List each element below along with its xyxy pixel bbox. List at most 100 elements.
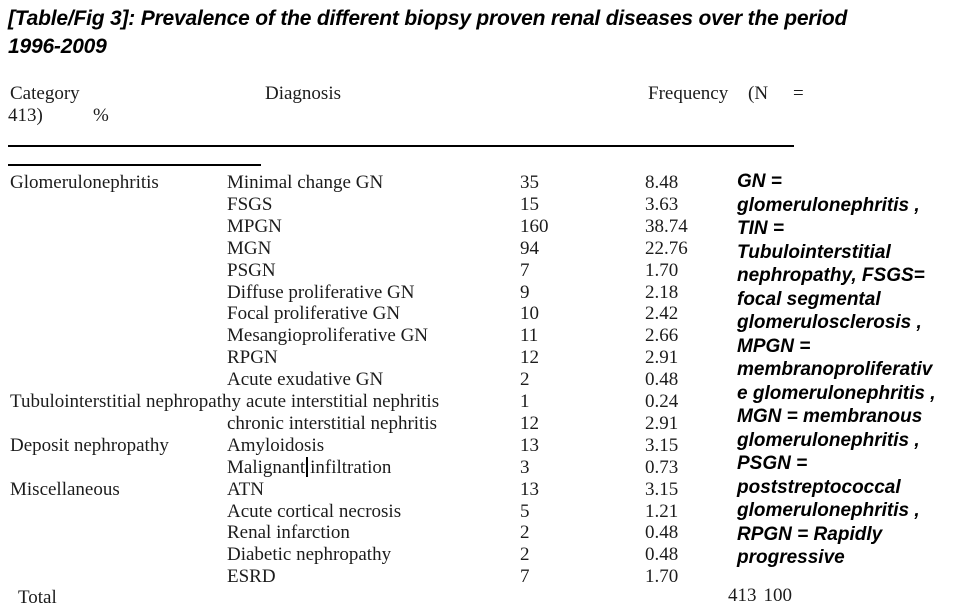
diagnosis-cell: Diffuse proliferative GN — [227, 282, 415, 303]
frequency-cell: 2 — [520, 369, 530, 390]
frequency-cell: 13 — [520, 479, 539, 500]
header-frequency: Frequency — [648, 83, 729, 104]
abbreviation-note-line: glomerulosclerosis , — [737, 312, 922, 333]
percent-cell: 2.91 — [645, 347, 679, 368]
diagnosis-cell: FSGS — [227, 194, 273, 215]
diagnosis-cell: ESRD — [227, 566, 276, 587]
frequency-cell: 1 — [520, 391, 530, 412]
abbreviation-note-line: focal segmental — [737, 288, 881, 310]
percent-cell: 8.48 — [645, 172, 679, 193]
percent-cell: 0.48 — [645, 522, 679, 543]
frequency-cell: 3 — [520, 457, 530, 478]
table-row: Malignant infiltration 3 0.73 — [0, 457, 820, 479]
abbreviation-note-line: MGN = membranous — [737, 406, 923, 427]
diagnosis-cell: Amyloidosis — [227, 435, 325, 456]
abbreviation-note-line: Tubulointerstitial — [737, 241, 891, 263]
abbreviation-note-line: TIN = — [737, 218, 784, 239]
diagnosis-cell: Acute exudative GN — [227, 369, 384, 390]
percent-cell: 3.63 — [645, 194, 679, 215]
table-row: ESRD 7 1.70 — [0, 566, 820, 588]
category-cell: Glomerulonephritis — [10, 172, 159, 193]
table-row: Miscellaneous ATN 13 3.15 — [0, 479, 820, 501]
diagnosis-cell: Acute cortical necrosis — [227, 501, 402, 522]
abbreviation-note-line: e glomerulonephritis , — [737, 382, 936, 404]
category-cell: Miscellaneous — [10, 479, 120, 500]
table-row: PSGN 7 1.70 — [0, 260, 820, 282]
frequency-cell: 7 — [520, 566, 530, 587]
percent-cell: 2.18 — [645, 282, 679, 303]
category-cell: Tubulointerstitial nephropathy — [10, 391, 241, 412]
table-row: Focal proliferative GN 10 2.42 — [0, 303, 820, 325]
percent-cell: 0.73 — [645, 457, 679, 478]
table-row: Acute exudative GN 2 0.48 — [0, 369, 820, 391]
header-category: Category — [10, 83, 80, 104]
diagnosis-cell: MGN — [227, 238, 272, 259]
table-row: Glomerulonephritis Minimal change GN 35 8.4… — [0, 172, 820, 194]
abbreviation-note-line: glomerulonephritis , — [737, 500, 920, 521]
header-rule — [8, 145, 794, 147]
table-row: FSGS 15 3.63 — [0, 194, 820, 216]
abbreviation-note-line: poststreptococcal — [737, 476, 901, 498]
table-row: RPGN 12 2.91 — [0, 347, 820, 369]
frequency-cell: 7 — [520, 260, 530, 281]
diagnosis-cell: Mesangioproliferative GN — [227, 325, 429, 346]
category-cell: Deposit nephropathy — [10, 435, 169, 456]
frequency-cell: 13 — [520, 435, 539, 456]
table-caption-line2: 1996-2009 — [8, 35, 107, 58]
percent-cell: 3.15 — [645, 435, 679, 456]
header-diagnosis: Diagnosis — [265, 83, 341, 104]
abbreviation-note-line: PSGN = — [737, 453, 808, 474]
percent-cell: 2.91 — [645, 413, 679, 434]
percent-cell: 0.24 — [645, 391, 679, 412]
table-row: MGN 94 22.76 — [0, 238, 820, 260]
frequency-cell: 15 — [520, 194, 539, 215]
diagnosis-cell: MPGN — [227, 216, 282, 237]
diagnosis-cell: Renal infarction — [227, 522, 350, 543]
table-row: Renal infarction 2 0.48 — [0, 522, 820, 544]
table-row: Diabetic nephropathy 2 0.48 — [0, 544, 820, 566]
header-frequency-equals: = — [793, 83, 804, 104]
frequency-cell: 94 — [520, 238, 539, 259]
diagnosis-cell: Focal proliferative GN — [227, 303, 401, 324]
frequency-cell: 9 — [520, 282, 530, 303]
abbreviation-note-line: RPGN = Rapidly — [737, 523, 883, 545]
frequency-cell: 12 — [520, 347, 539, 368]
percent-cell: 0.48 — [645, 544, 679, 565]
frequency-cell: 10 — [520, 303, 539, 324]
abbreviation-note-line: MPGN = — [737, 335, 811, 357]
percent-cell: 38.74 — [645, 216, 688, 237]
text-cursor-icon — [306, 457, 309, 477]
header-frequency-wrap: 413) — [8, 105, 43, 126]
percent-cell: 0.48 — [645, 369, 679, 390]
frequency-cell: 5 — [520, 501, 530, 522]
abbreviation-note-line: glomerulonephritis , — [737, 429, 920, 451]
percent-cell: 22.76 — [645, 238, 688, 259]
percent-cell: 1.21 — [645, 501, 679, 522]
header-frequency-paren: (N — [748, 83, 769, 104]
table-row: Mesangioproliferative GN 11 2.66 — [0, 325, 820, 347]
frequency-cell: 160 — [520, 216, 549, 237]
abbreviation-note-line: progressive — [737, 547, 845, 568]
diagnosis-cell: ATN — [227, 479, 264, 500]
frequency-cell: 12 — [520, 413, 539, 434]
frequency-cell: 2 — [520, 522, 530, 543]
percent-cell: 3.15 — [645, 479, 679, 500]
percent-cell: 2.42 — [645, 303, 679, 324]
percent-cell: 2.66 — [645, 325, 679, 346]
frequency-cell: 2 — [520, 544, 530, 565]
table-caption-line1: [Table/Fig 3]: Prevalence of the differe… — [8, 7, 848, 30]
abbreviation-note-line: glomerulonephritis , — [737, 194, 920, 216]
abbreviation-note: GN = glomerulonephritis , TIN = Tubulointer… — [737, 170, 957, 570]
abbreviation-note-line: membranoproliferativ — [737, 359, 933, 380]
diagnosis-cell: Malignant infiltration — [227, 457, 392, 478]
diagnosis-cell: Diabetic nephropathy — [227, 544, 392, 565]
percent-cell: 1.70 — [645, 566, 679, 587]
total-percent: 100 — [763, 585, 793, 606]
diagnosis-cell: Minimal change GN — [227, 172, 384, 193]
percent-cell: 1.70 — [645, 260, 679, 281]
table-row: Deposit nephropathy Amyloidosis 13 3.15 — [0, 435, 820, 457]
diagnosis-cell: RPGN — [227, 347, 278, 368]
total-label: Total — [18, 587, 57, 608]
total-frequency: 413 — [728, 585, 757, 606]
